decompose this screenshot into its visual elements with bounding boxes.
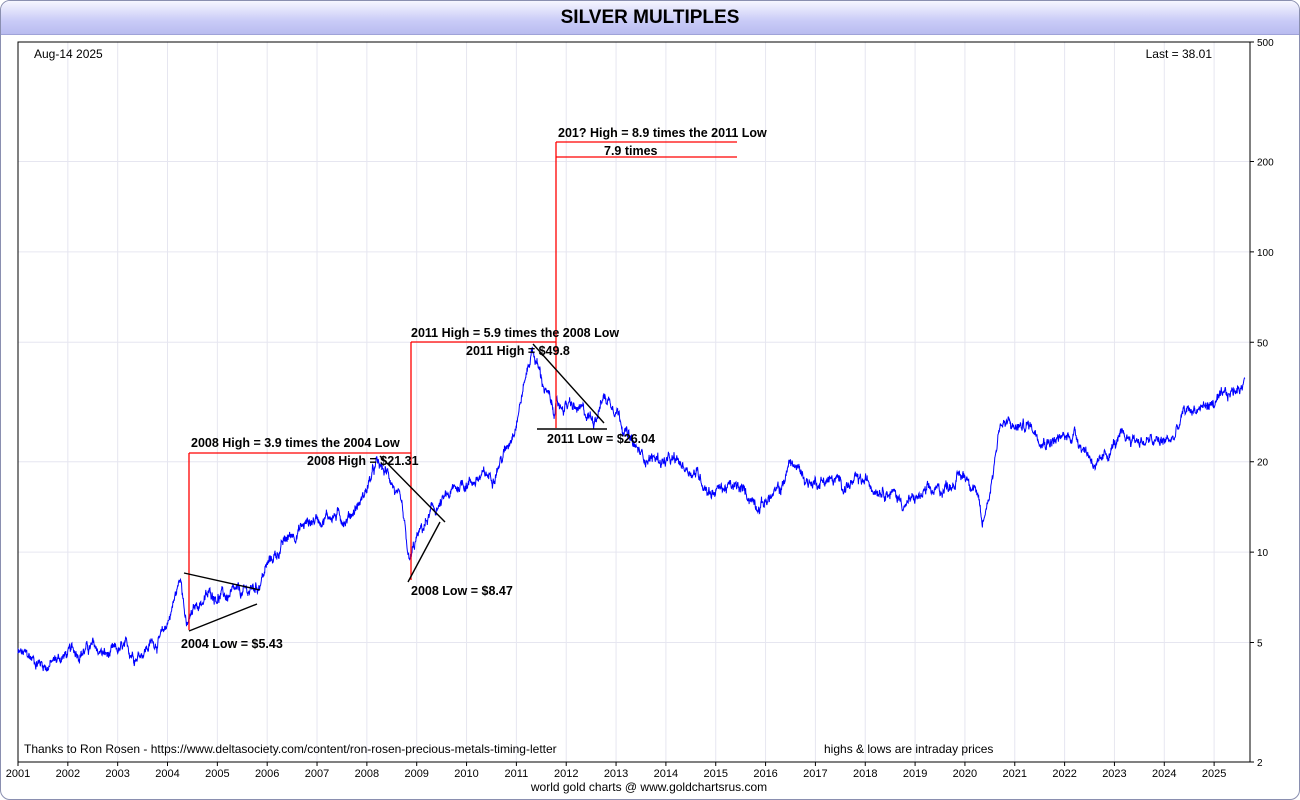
x-tick-label: 2010 <box>454 768 478 780</box>
x-tick-label: 2007 <box>305 768 329 780</box>
y-tick-label: 10 <box>1257 548 1269 559</box>
x-tick-label: 2014 <box>654 768 678 780</box>
x-tick-label: 2015 <box>703 768 727 780</box>
y-tick-label: 500 <box>1257 38 1274 49</box>
x-tick-label: 2009 <box>404 768 428 780</box>
credit-text: Thanks to Ron Rosen - https://www.deltas… <box>24 742 557 756</box>
date-label: Aug-14 2025 <box>34 47 103 61</box>
x-tick-label: 2018 <box>853 768 877 780</box>
title-bar: SILVER MULTIPLES <box>1 1 1299 35</box>
intraday-note: highs & lows are intraday prices <box>824 742 993 756</box>
x-tick-label: 2006 <box>255 768 279 780</box>
x-tick-label: 2008 <box>355 768 379 780</box>
y-tick-label: 5 <box>1257 639 1263 650</box>
series-layer <box>17 346 1246 672</box>
grid <box>18 42 1250 762</box>
trendline <box>379 455 446 523</box>
x-tick-label: 2012 <box>554 768 578 780</box>
x-tick-label: 2005 <box>205 768 229 780</box>
x-tick-label: 2022 <box>1052 768 1076 780</box>
annotation-label: 2011 High = $49.8 <box>466 344 570 358</box>
trendline <box>188 603 258 632</box>
annotation-label: 2011 Low = $26.04 <box>547 432 655 446</box>
annotation-label: 7.9 times <box>604 144 658 158</box>
trendline <box>532 343 605 424</box>
x-tick-label: 2004 <box>155 768 179 780</box>
x-tick-label: 2002 <box>56 768 80 780</box>
x-tick-label: 2021 <box>1003 768 1027 780</box>
x-tick-label: 2017 <box>803 768 827 780</box>
x-tick-label: 2003 <box>105 768 129 780</box>
last-price-label: Last = 38.01 <box>1146 47 1213 61</box>
y-tick-label: 50 <box>1257 338 1269 349</box>
annotation-label: 2008 High = $21.31 <box>307 454 419 468</box>
x-tick-label: 2016 <box>753 768 777 780</box>
annotation-layer: 2008 High = 3.9 times the 2004 Low 2008 H… <box>181 126 767 651</box>
y-tick-label: 2 <box>1257 758 1263 769</box>
plot-border <box>17 41 1251 763</box>
axis-layer: 2001 2002 2003 2004 2005 2006 2007 2008 2009 2010… <box>6 38 1274 780</box>
annotation-label: 2004 Low = $5.43 <box>181 637 283 651</box>
annotation-label: 2008 High = 3.9 times the 2004 Low <box>191 436 400 450</box>
x-tick-label: 2020 <box>953 768 977 780</box>
y-tick-label: 20 <box>1257 458 1269 469</box>
annotation-label: 201? High = 8.9 times the 2011 Low <box>558 126 767 140</box>
x-tick-label: 2023 <box>1102 768 1126 780</box>
y-tick-label: 200 <box>1257 157 1274 168</box>
silver-price-line <box>17 346 1246 672</box>
annotation-label: 2011 High = 5.9 times the 2008 Low <box>411 326 619 340</box>
x-tick-label: 2025 <box>1202 768 1226 780</box>
x-tick-label: 2011 <box>505 768 529 780</box>
y-tick-label: 100 <box>1257 248 1274 259</box>
footer-source: world gold charts @ www.goldchartsrus.co… <box>530 780 768 794</box>
x-tick-label: 2013 <box>604 768 628 780</box>
trendline <box>183 572 261 591</box>
x-tick-label: 2001 <box>6 768 30 780</box>
x-tick-label: 2024 <box>1152 768 1176 780</box>
annotation-label: 2008 Low = $8.47 <box>411 584 513 598</box>
trendline <box>407 521 441 583</box>
x-tick-label: 2019 <box>903 768 927 780</box>
chart-title: SILVER MULTIPLES <box>560 7 740 28</box>
